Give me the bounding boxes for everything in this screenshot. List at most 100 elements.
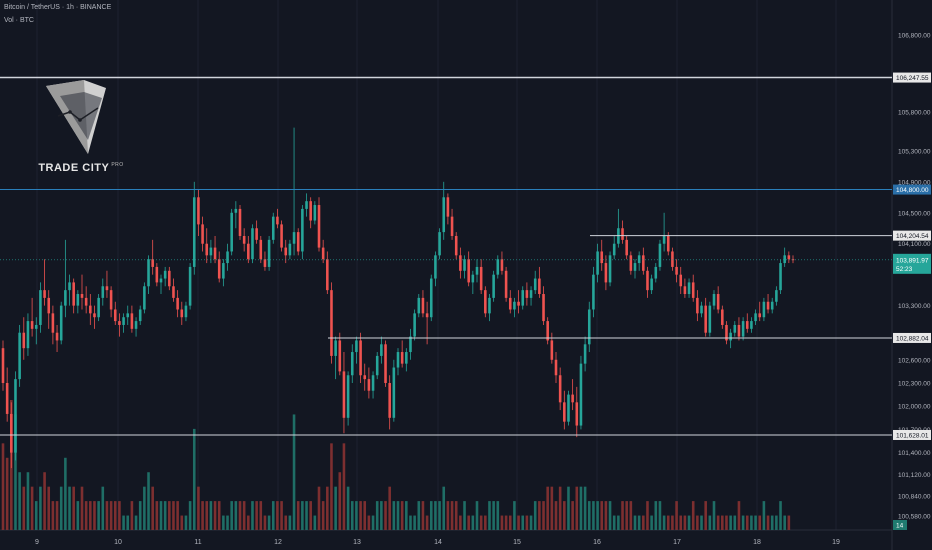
volume-bar xyxy=(105,501,109,530)
volume-bar xyxy=(172,501,175,530)
candle-body xyxy=(612,243,616,256)
candle-body xyxy=(642,255,645,271)
volume-bar xyxy=(459,515,462,530)
candle-body xyxy=(712,294,716,306)
candle-body xyxy=(93,313,96,318)
volume-bar xyxy=(39,486,42,530)
volume-bar xyxy=(675,501,678,530)
volume-bar xyxy=(637,515,641,530)
candle-body xyxy=(417,297,421,314)
volume-bar xyxy=(467,515,470,530)
candle-body xyxy=(234,208,238,213)
volume-bar xyxy=(109,501,113,530)
volume-bar xyxy=(138,501,142,530)
volume-bar xyxy=(47,486,51,530)
volume-bar xyxy=(209,501,213,530)
volume-bars xyxy=(1,400,791,530)
time-axis[interactable]: 9 10 11 12 13 14 15 16 17 18 19 xyxy=(35,539,840,546)
volume-bar xyxy=(263,515,267,530)
candle-body xyxy=(313,205,317,221)
candle-body xyxy=(197,197,200,225)
candle-body xyxy=(538,278,541,295)
candle-body xyxy=(508,297,512,310)
candle-body xyxy=(488,297,491,314)
volume-bar xyxy=(388,486,391,530)
candle-body xyxy=(89,305,92,314)
volume-bar xyxy=(101,486,105,530)
logo-wordmark: TRADE CITY PRO xyxy=(36,162,126,174)
candle-body xyxy=(105,286,109,291)
candle-body xyxy=(388,382,391,418)
volume-bar xyxy=(367,515,371,530)
candle-body xyxy=(317,205,321,248)
volume-bar xyxy=(26,472,30,530)
candle-body xyxy=(97,297,100,318)
volume-bar xyxy=(334,486,337,530)
candle-body xyxy=(238,208,242,236)
candle-body xyxy=(625,239,628,256)
level-price-label: 106,247.55 xyxy=(896,75,929,82)
candle-body xyxy=(409,336,412,353)
volume-bar xyxy=(666,515,670,530)
candle-body xyxy=(766,301,770,310)
candle-body xyxy=(479,266,483,291)
volume-bar xyxy=(192,428,196,530)
price-tick-label: 104,500.00 xyxy=(898,210,931,217)
volume-bar xyxy=(600,501,604,530)
volume-bar xyxy=(575,486,579,530)
volume-bar xyxy=(583,486,587,530)
volume-bar xyxy=(51,501,55,530)
volume-bar xyxy=(484,515,487,530)
candle-body xyxy=(604,263,608,283)
candle-body xyxy=(217,259,221,279)
price-axis[interactable]: 106,800.00 105,800.00 105,300.00 104,900.00… xyxy=(893,32,931,530)
volume-bar xyxy=(405,501,408,530)
candle-body xyxy=(525,290,529,298)
candle-body xyxy=(18,332,21,380)
volume-bar xyxy=(567,486,570,530)
candle-body xyxy=(583,344,587,364)
volume-bar xyxy=(434,501,437,530)
candle-body xyxy=(475,266,479,275)
candle-body xyxy=(39,290,42,325)
volume-bar xyxy=(729,515,732,530)
horizontal-levels[interactable] xyxy=(0,76,892,436)
candle-body xyxy=(5,382,9,414)
volume-bar xyxy=(608,501,612,530)
candle-body xyxy=(554,359,558,376)
volume-bar xyxy=(750,515,753,530)
candle-body xyxy=(421,297,425,314)
candle-body xyxy=(201,224,204,244)
volume-bar xyxy=(93,501,96,530)
candle-body xyxy=(425,313,429,318)
volume-bar xyxy=(521,515,525,530)
volume-bar xyxy=(696,515,699,530)
volume-bar xyxy=(280,501,283,530)
candle-body xyxy=(147,259,150,287)
volume-bar xyxy=(421,501,425,530)
candle-body xyxy=(546,321,549,341)
volume-bar xyxy=(716,515,720,530)
volume-bar xyxy=(579,486,583,530)
volume-bar xyxy=(413,515,416,530)
volume-bar xyxy=(708,515,712,530)
volume-bar xyxy=(554,501,558,530)
candle-body xyxy=(496,259,500,275)
last-price-label: 103,891.97 xyxy=(896,257,929,264)
candle-body xyxy=(380,344,383,356)
volume-bar xyxy=(671,515,674,530)
volume-bar xyxy=(612,515,616,530)
price-tick-label: 104,100.00 xyxy=(898,241,931,248)
candle-body xyxy=(134,321,138,329)
volume-bar xyxy=(446,501,450,530)
volume-bar xyxy=(438,501,441,530)
candle-body xyxy=(176,297,179,310)
candle-body xyxy=(492,274,495,298)
candle-body xyxy=(43,290,46,298)
candle-body xyxy=(687,282,691,295)
volume-bar xyxy=(679,515,683,530)
candle-body xyxy=(650,278,653,291)
candle-body xyxy=(309,201,312,221)
volume-bar xyxy=(118,501,121,530)
